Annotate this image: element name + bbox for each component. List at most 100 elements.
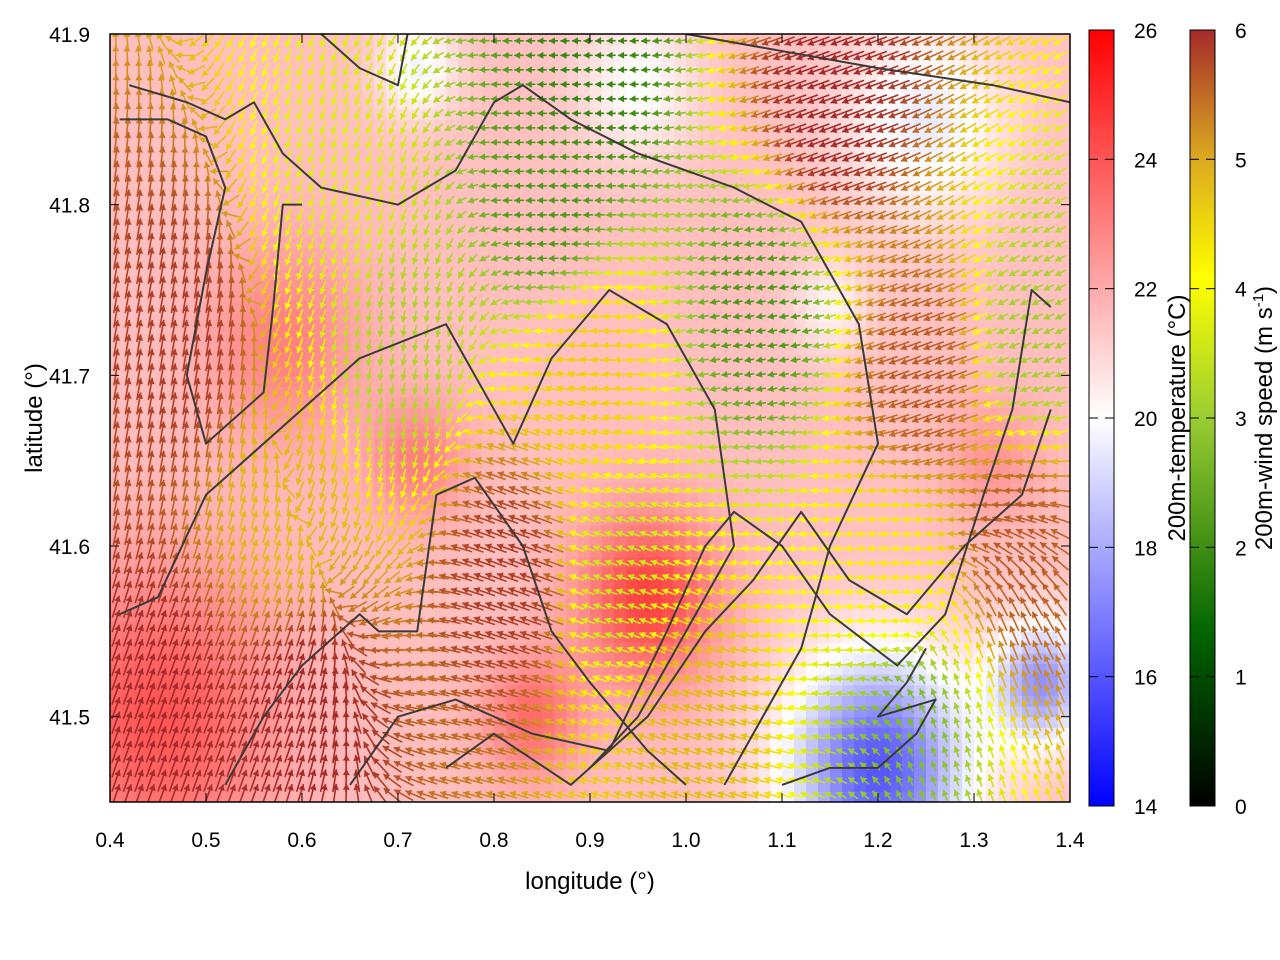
heatmap-cell bbox=[182, 119, 195, 131]
heatmap-cell bbox=[206, 247, 219, 259]
heatmap-cell bbox=[278, 535, 291, 547]
heatmap-cell bbox=[230, 194, 243, 206]
heatmap-cell bbox=[686, 748, 699, 760]
heatmap-cell bbox=[842, 642, 855, 654]
heatmap-cell bbox=[278, 332, 291, 344]
heatmap-cell bbox=[470, 375, 483, 387]
heatmap-cell bbox=[878, 439, 891, 451]
heatmap-cell bbox=[458, 546, 471, 558]
heatmap-cell bbox=[158, 556, 171, 568]
heatmap-cell bbox=[146, 759, 159, 771]
heatmap-cell bbox=[506, 364, 519, 376]
heatmap-cell bbox=[218, 695, 231, 707]
heatmap-cell bbox=[170, 599, 183, 611]
heatmap-cell bbox=[410, 578, 423, 590]
heatmap-cell bbox=[830, 300, 843, 312]
heatmap-cell bbox=[266, 226, 279, 238]
heatmap-cell bbox=[482, 290, 495, 302]
heatmap-cell bbox=[650, 610, 663, 622]
heatmap-cell bbox=[290, 535, 303, 547]
heatmap-cell bbox=[338, 151, 351, 163]
heatmap-cell bbox=[458, 172, 471, 184]
heatmap-cell bbox=[422, 300, 435, 312]
heatmap-cell bbox=[878, 76, 891, 88]
heatmap-cell bbox=[758, 183, 771, 195]
heatmap-cell bbox=[230, 524, 243, 536]
heatmap-cell bbox=[182, 343, 195, 355]
heatmap-cell bbox=[842, 194, 855, 206]
heatmap-cell bbox=[242, 343, 255, 355]
heatmap-cell bbox=[266, 66, 279, 78]
heatmap-cell bbox=[134, 279, 147, 291]
heatmap-cell bbox=[530, 44, 543, 56]
heatmap-cell bbox=[914, 140, 927, 152]
heatmap-cell bbox=[926, 524, 939, 536]
heatmap-cell bbox=[206, 588, 219, 600]
heatmap-cell bbox=[830, 578, 843, 590]
heatmap-cell bbox=[782, 642, 795, 654]
heatmap-cell bbox=[530, 652, 543, 664]
heatmap-cell bbox=[182, 471, 195, 483]
heatmap-cell bbox=[926, 300, 939, 312]
heatmap-cell bbox=[434, 706, 447, 718]
heatmap-cell bbox=[266, 34, 279, 46]
heatmap-cell bbox=[554, 695, 567, 707]
heatmap-cell bbox=[686, 322, 699, 334]
heatmap-cell bbox=[326, 44, 339, 56]
heatmap-cell bbox=[626, 247, 639, 259]
heatmap-cell bbox=[230, 791, 243, 802]
heatmap-cell bbox=[938, 503, 951, 515]
heatmap-cell bbox=[794, 322, 807, 334]
heatmap-cell bbox=[926, 631, 939, 643]
heatmap-cell bbox=[254, 236, 267, 248]
heatmap-cell bbox=[218, 716, 231, 728]
heatmap-cell bbox=[674, 98, 687, 110]
heatmap-cell bbox=[386, 791, 399, 802]
heatmap-cell bbox=[614, 546, 627, 558]
heatmap-cell bbox=[230, 258, 243, 270]
heatmap-cell bbox=[398, 300, 411, 312]
heatmap-cell bbox=[806, 364, 819, 376]
heatmap-cell bbox=[866, 172, 879, 184]
heatmap-cell bbox=[470, 578, 483, 590]
heatmap-cell bbox=[302, 55, 315, 67]
heatmap-cell bbox=[266, 578, 279, 590]
heatmap-cell bbox=[230, 354, 243, 366]
heatmap-cell bbox=[338, 759, 351, 771]
heatmap-cell bbox=[818, 535, 831, 547]
heatmap-cell bbox=[434, 780, 447, 792]
heatmap-cell bbox=[446, 76, 459, 88]
heatmap-cell bbox=[386, 588, 399, 600]
heatmap-cell bbox=[590, 332, 603, 344]
heatmap-cell bbox=[686, 546, 699, 558]
heatmap-cell bbox=[278, 322, 291, 334]
heatmap-cell bbox=[266, 706, 279, 718]
heatmap-cell bbox=[938, 652, 951, 664]
heatmap-cell bbox=[482, 386, 495, 398]
heatmap-cell bbox=[806, 300, 819, 312]
heatmap-cell bbox=[494, 98, 507, 110]
heatmap-cell bbox=[242, 268, 255, 280]
heatmap-cell bbox=[122, 631, 135, 643]
heatmap-cell bbox=[530, 727, 543, 739]
heatmap-cell bbox=[374, 172, 387, 184]
heatmap-cell bbox=[530, 706, 543, 718]
heatmap-cell bbox=[782, 290, 795, 302]
heatmap-cell bbox=[278, 108, 291, 120]
heatmap-cell bbox=[866, 716, 879, 728]
heatmap-cell bbox=[794, 546, 807, 558]
heatmap-cell bbox=[878, 290, 891, 302]
heatmap-cell bbox=[602, 300, 615, 312]
heatmap-cell bbox=[242, 599, 255, 611]
heatmap-cell bbox=[734, 76, 747, 88]
heatmap-cell bbox=[938, 674, 951, 686]
heatmap-cell bbox=[350, 130, 363, 142]
heatmap-cell bbox=[866, 375, 879, 387]
heatmap-cell bbox=[638, 546, 651, 558]
heatmap-cell bbox=[302, 396, 315, 408]
heatmap-cell bbox=[902, 332, 915, 344]
heatmap-cell bbox=[326, 450, 339, 462]
heatmap-cell bbox=[830, 706, 843, 718]
heatmap-cell bbox=[710, 610, 723, 622]
heatmap-cell bbox=[890, 386, 903, 398]
